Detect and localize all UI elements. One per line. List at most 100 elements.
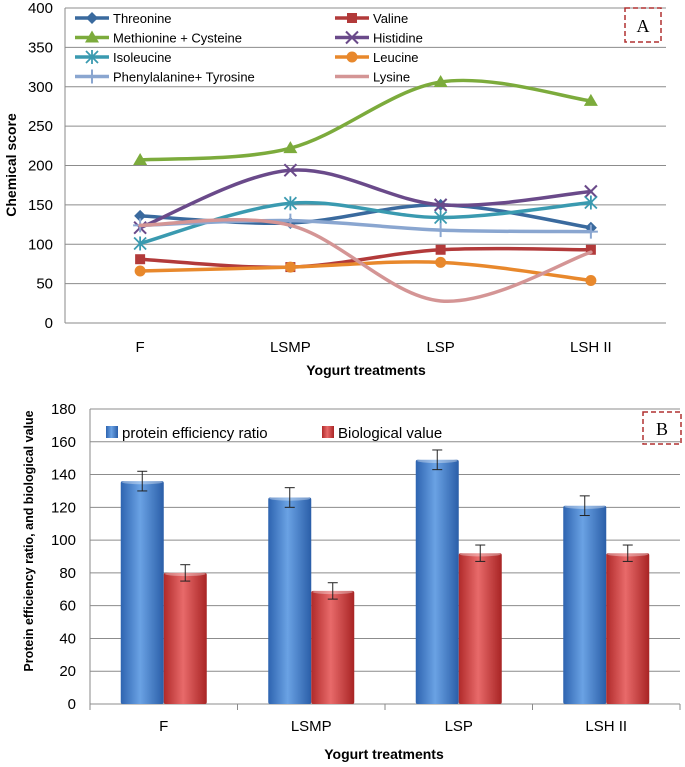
chart-a-point-valine-lsp [435, 244, 446, 255]
chart-b-y-tick-label: 140 [51, 467, 76, 484]
chart-a-y-tick-label: 250 [28, 118, 53, 135]
chart-b-series-biological-value [163, 544, 650, 704]
chart-b-error-bar-protein-efficiency-ratio-lsmp [284, 487, 295, 508]
chart-a-point-isoleucine-f [133, 236, 147, 251]
chart-a-legend: Threonine Valine Methionine + Cysteine Hist… [75, 11, 423, 85]
chart-a-x-tick-label: LSMP [270, 339, 311, 356]
chart-a-legend-marker [85, 30, 99, 43]
chart-a-legend-marker-stroke-2 [345, 30, 359, 45]
chart-b-y-tick-label: 180 [51, 401, 76, 418]
chart-a-point-histidine-lsp-stroke-2 [433, 198, 448, 212]
chart-b-y-ticks: 0 20 40 60 80 100 120 140 160 180 [51, 401, 76, 713]
chart-b-y-axis-title: Protein efficiency ratio, and biological… [22, 410, 36, 671]
chart-b-error-bar-biological-value-f [180, 564, 191, 582]
chart-a-y-tick-label: 100 [28, 236, 53, 253]
chart-a-y-tick-label: 300 [28, 79, 53, 96]
chart-a-y-tick-label: 50 [36, 276, 53, 293]
chart-a-legend-item-threonine: Threonine [75, 11, 172, 26]
chart-a-legend-marker [346, 51, 358, 63]
chart-a-y-tick-label: 200 [28, 158, 53, 175]
chart-a-legend-label: Lysine [373, 70, 410, 85]
chart-a-point-leucine-lsmp [284, 261, 296, 273]
chart-b-y-tick-label: 160 [51, 434, 76, 451]
chart-b-x-tick-label: LSP [445, 718, 473, 735]
chart-a-point-phenylalanine-tyrosine-lsp [433, 223, 448, 238]
chart-a-legend-marker [347, 13, 357, 23]
chart-b-bar-biological-value-lsh-ii [606, 553, 650, 704]
chart-a-point-leucine-lsp [435, 256, 447, 268]
chart-a-legend-label: Methionine + Cysteine [113, 31, 242, 46]
chart-a-point-histidine-lsmp [283, 163, 298, 177]
chart-a-legend-label: Isoleucine [113, 50, 172, 65]
chart-a-legend-item-leucine: Leucine [335, 50, 419, 65]
chart-a-x-axis-title: Yogurt treatments [306, 362, 426, 378]
chart-a-legend-label: Leucine [373, 50, 419, 65]
chart-a-legend-item-methionine-cysteine: Methionine + Cysteine [75, 30, 242, 46]
chart-a-y-ticks: 0 50 100 150 200 250 300 350 400 [28, 0, 53, 332]
chart-a-line-lysine [138, 218, 593, 303]
chart-a-point-histidine-lsh-ii-stroke-2 [584, 184, 598, 199]
chart-a-panel-label-box [624, 7, 662, 43]
chart-a-point-valine-f [135, 254, 146, 265]
chart-a-series-leucine [134, 256, 597, 286]
chart-b-bar-protein-efficiency-ratio-lsh-ii [563, 505, 607, 704]
chart-a-point-leucine-f [134, 265, 146, 277]
chart-a-series-methionine-cysteine [133, 75, 598, 165]
chart-b-legend-item-protein-efficiency-ratio: protein efficiency ratio [106, 425, 268, 442]
chart-b-x-tick-label: LSH II [585, 718, 627, 735]
chart-b-bar-protein-efficiency-ratio-lsp [415, 459, 459, 704]
chart-a-legend-label: Phenylalanine+ Tyrosine [113, 70, 255, 85]
chart-a-legend-marker [85, 50, 99, 64]
chart-a-series-lysine [138, 218, 593, 303]
chart-a-point-histidine-lsmp-stroke-2 [283, 163, 298, 177]
chart-a-y-tick-label: 400 [28, 0, 53, 17]
chart-a-point-leucine-lsh-ii [585, 274, 597, 286]
chart-a-y-tick-label: 150 [28, 197, 53, 214]
chart-a-point-valine-lsh-ii [585, 244, 596, 255]
chart-a-point-histidine-lsh-ii [584, 184, 598, 199]
chart-a-line-histidine [138, 168, 593, 230]
chart-b-bar-biological-value-lsmp [311, 590, 355, 704]
chart-b-y-tick-label: 120 [51, 499, 76, 516]
chart-a-point-methionine-cysteine-f [133, 152, 148, 165]
chart-b-y-tick-label: 100 [51, 532, 76, 549]
chart-a-point-histidine-lsp [433, 198, 448, 212]
chart-a-point-isoleucine-lsmp [283, 196, 298, 211]
chart-a-legend-item-valine: Valine [335, 11, 408, 26]
chart-a-series-threonine [134, 198, 597, 234]
chart-b-error-bar-biological-value-lsp [475, 544, 486, 562]
chart-b-x-tick-label: LSMP [291, 718, 332, 735]
chart-b-bar-protein-efficiency-ratio-lsmp [268, 497, 312, 704]
chart-a-legend-item-histidine: Histidine [335, 31, 423, 46]
chart-b-bar-protein-efficiency-ratio-f [120, 481, 164, 704]
chart-b-x-tick-label: F [159, 718, 168, 735]
chart-a-legend-item-isoleucine: Isoleucine [75, 50, 172, 65]
chart-a-point-methionine-cysteine-lsp [433, 75, 448, 88]
chart-b-x-axis-title: Yogurt treatments [324, 746, 444, 762]
chart-a-point-isoleucine-lsp [433, 210, 448, 225]
chart-b-panel-label-box [642, 411, 682, 445]
chart-a-x-tick-label: F [136, 339, 145, 356]
chart-b-legend-item-biological-value: Biological value [322, 425, 442, 442]
chart-b-error-bar-protein-efficiency-ratio-f [137, 470, 148, 492]
chart-a-legend-item-lysine: Lysine [335, 70, 410, 85]
chart-a-y-tick-label: 350 [28, 39, 53, 56]
chart-b-y-tick-label: 80 [59, 565, 76, 582]
chart-b-error-bar-biological-value-lsh-ii [622, 544, 633, 562]
chart-b-series-protein-efficiency-ratio [120, 449, 607, 704]
chart-b-y-tick-label: 0 [68, 696, 76, 713]
chart-b-panel-label: B [656, 419, 668, 439]
chart-a-legend-label: Threonine [113, 11, 172, 26]
chart-a-legend-item-phenylalanine-tyrosine: Phenylalanine+ Tyrosine [75, 69, 255, 85]
chart-b-legend: protein efficiency ratio Biological value [106, 425, 442, 442]
chart-b-error-bar-protein-efficiency-ratio-lsh-ii [579, 495, 590, 517]
chart-a-line-valine [138, 246, 593, 270]
chart-a-point-methionine-cysteine-lsh-ii [583, 93, 598, 106]
chart-b-series [120, 449, 650, 704]
chart-a-series-histidine [133, 163, 598, 235]
chart-b-legend-label: Biological value [338, 425, 442, 442]
chart-b-legend-label: protein efficiency ratio [122, 425, 268, 442]
chart-b-x-ticks: F LSMP LSP LSH II [159, 718, 627, 735]
